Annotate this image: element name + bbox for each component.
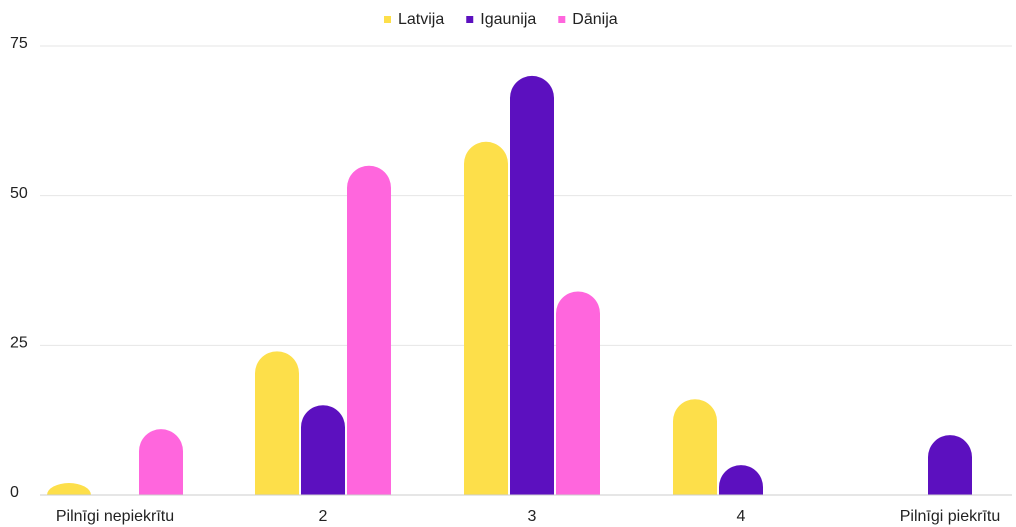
legend-swatch (558, 16, 566, 23)
legend-swatch (384, 16, 391, 23)
bar (347, 165, 391, 495)
bar (255, 351, 299, 495)
x-tick-label: 2 (319, 508, 328, 525)
bar (47, 483, 91, 495)
bar (139, 429, 183, 495)
x-tick-label: 3 (528, 508, 537, 525)
bar (673, 399, 717, 495)
y-tick-label: 50 (10, 185, 28, 202)
legend-label: Latvija (398, 11, 444, 28)
legend-swatch (466, 16, 474, 23)
x-tick-label: Pilnīgi piekrītu (900, 508, 1001, 525)
bar (301, 405, 345, 495)
y-tick-label: 0 (10, 484, 19, 501)
legend-label: Igaunija (480, 11, 536, 28)
y-tick-label: 75 (10, 35, 28, 52)
bar (464, 141, 508, 495)
x-tick-label: Pilnīgi nepiekrītu (56, 508, 174, 525)
x-tick-label: 4 (737, 508, 746, 525)
bar (510, 75, 554, 495)
y-tick-label: 25 (10, 335, 28, 352)
bar (928, 435, 972, 495)
legend-label: Dānija (572, 11, 617, 28)
bar (719, 465, 763, 495)
bar (556, 291, 600, 495)
